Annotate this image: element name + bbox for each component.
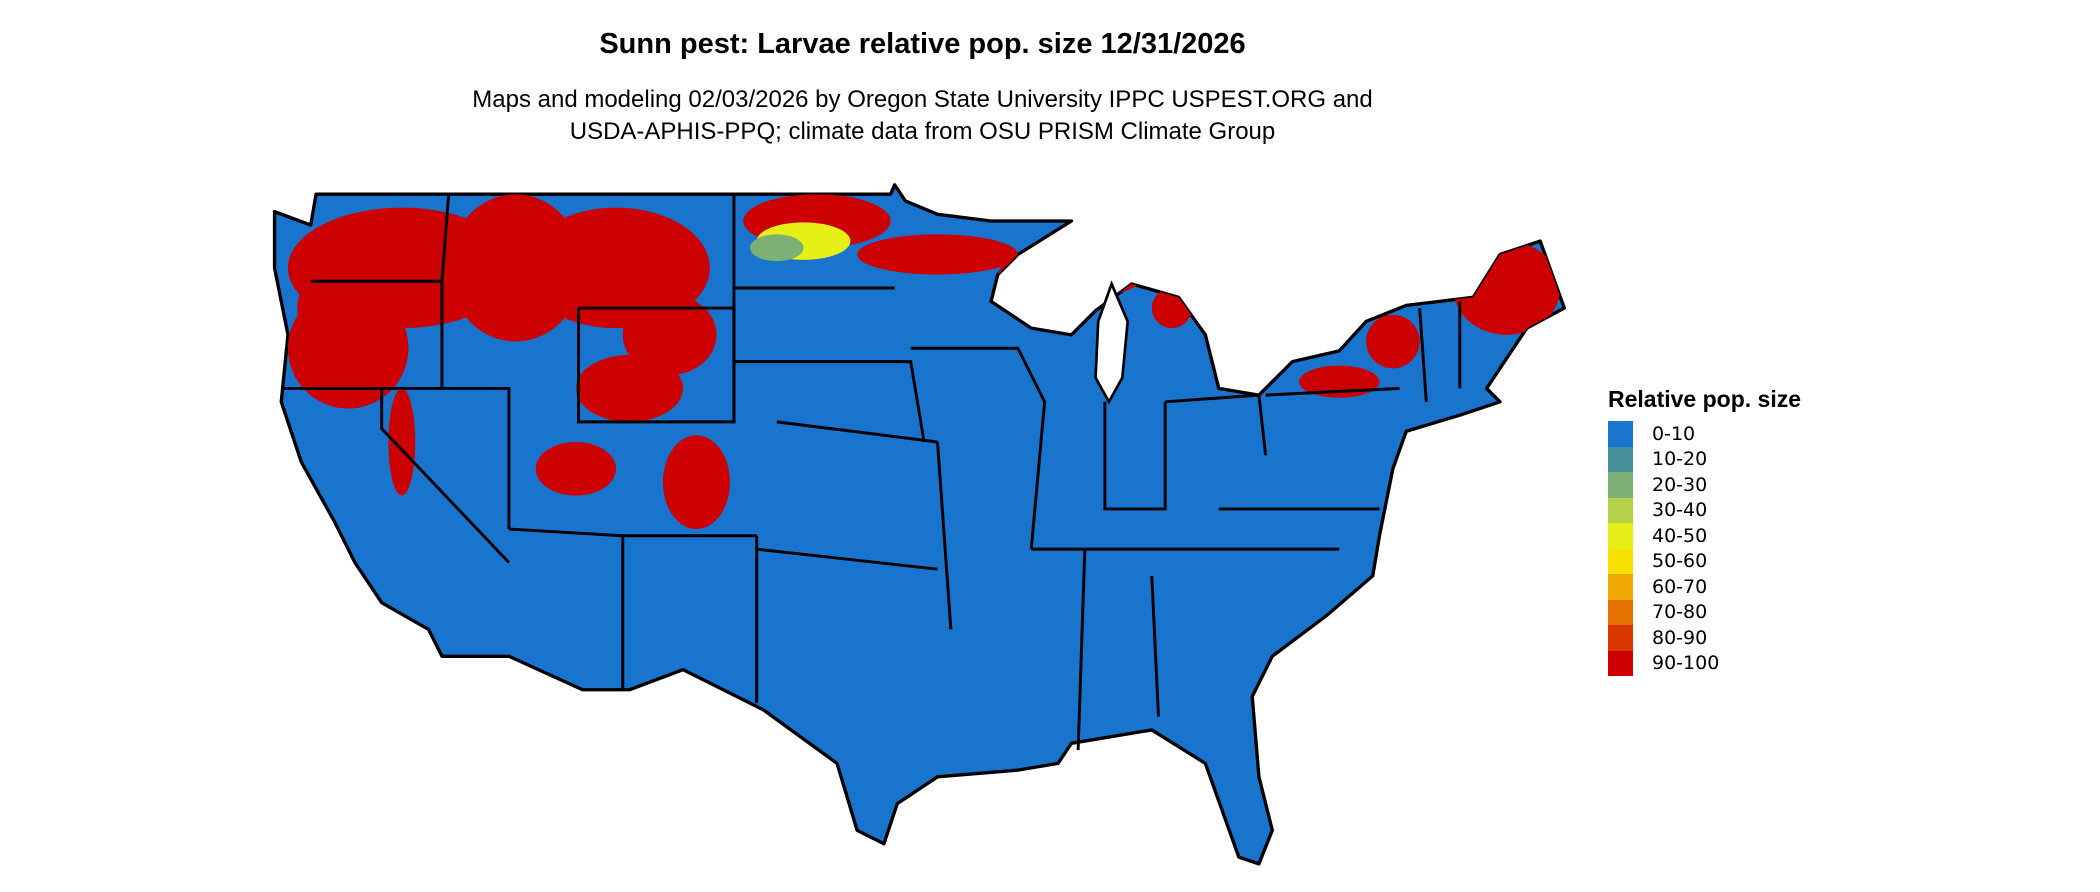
- state-border: [1418, 307, 1428, 402]
- legend-item: 90-100: [1608, 650, 1801, 676]
- legend-swatch: [1608, 497, 1633, 523]
- hotspot-region: [750, 234, 804, 262]
- hotspot-region: [662, 435, 730, 530]
- legend-item: 0-10: [1608, 421, 1801, 447]
- subtitle-line-2: USDA-APHIS-PPQ; climate data from OSU PR…: [569, 118, 1276, 145]
- legend-label: 70-80: [1652, 601, 1708, 624]
- state-border: [756, 547, 938, 571]
- subtitle-line-1: Maps and modeling 02/03/2026 by Oregon S…: [472, 86, 1373, 113]
- legend-item: 50-60: [1608, 548, 1801, 574]
- legend-label: 80-90: [1652, 626, 1708, 649]
- legend-item: 10-20: [1608, 446, 1801, 472]
- state-border: [733, 360, 926, 443]
- hotspot-region: [1453, 241, 1561, 335]
- state-borders: [281, 194, 1462, 751]
- legend-item: 30-40: [1608, 497, 1801, 523]
- hotspot-region: [857, 234, 1018, 275]
- legend-label: 40-50: [1652, 524, 1708, 547]
- legend-item: 20-30: [1608, 472, 1801, 498]
- legend-swatch: [1608, 523, 1633, 549]
- legend-label: 20-30: [1652, 473, 1708, 496]
- legend-swatch: [1608, 650, 1633, 676]
- state-border: [910, 346, 1047, 550]
- state-border: [281, 386, 511, 530]
- legend-label: 10-20: [1652, 448, 1708, 471]
- map-title: Sunn pest: Larvae relative pop. size 12/…: [599, 28, 1246, 60]
- legend-swatch: [1608, 548, 1633, 574]
- legend-swatch: [1608, 421, 1633, 447]
- us-land-base: [272, 183, 1566, 866]
- map-subtitle: Maps and modeling 02/03/2026 by Oregon S…: [0, 84, 1845, 148]
- legend-label: 60-70: [1652, 575, 1708, 598]
- hotspot-region: [297, 274, 346, 342]
- legend-item: 60-70: [1608, 574, 1801, 600]
- state-border: [776, 420, 938, 444]
- state-border: [380, 388, 510, 564]
- hotspot-region: [1366, 314, 1420, 369]
- hotspot-region: [535, 441, 617, 496]
- legend-label: 30-40: [1652, 499, 1708, 522]
- state-border: [1150, 575, 1160, 717]
- legend-swatch: [1608, 472, 1633, 498]
- legend-swatch: [1608, 446, 1633, 472]
- hotspot-region: [622, 294, 717, 376]
- state-border: [936, 441, 953, 630]
- hotspot-region: [388, 388, 416, 496]
- legend-label: 90-100: [1652, 652, 1720, 675]
- legend-item: 40-50: [1608, 523, 1801, 549]
- legend-swatch: [1608, 599, 1633, 625]
- legend-label: 0-10: [1652, 422, 1696, 445]
- legend-swatch: [1608, 625, 1633, 651]
- lake-michigan: [1094, 280, 1130, 405]
- legend-swatch: [1608, 574, 1633, 600]
- legend-item: 80-90: [1608, 625, 1801, 651]
- state-border: [1103, 401, 1167, 511]
- hotspot-region: [997, 250, 1146, 299]
- state-border: [1265, 386, 1400, 397]
- state-border: [1076, 549, 1087, 751]
- legend: Relative pop. size 0-10 10-20 20-30 30-40 40…: [1608, 386, 1801, 676]
- legend-label: 50-60: [1652, 550, 1708, 573]
- legend-title: Relative pop. size: [1608, 386, 1802, 412]
- legend-item: 70-80: [1608, 599, 1801, 625]
- state-border: [1165, 393, 1268, 456]
